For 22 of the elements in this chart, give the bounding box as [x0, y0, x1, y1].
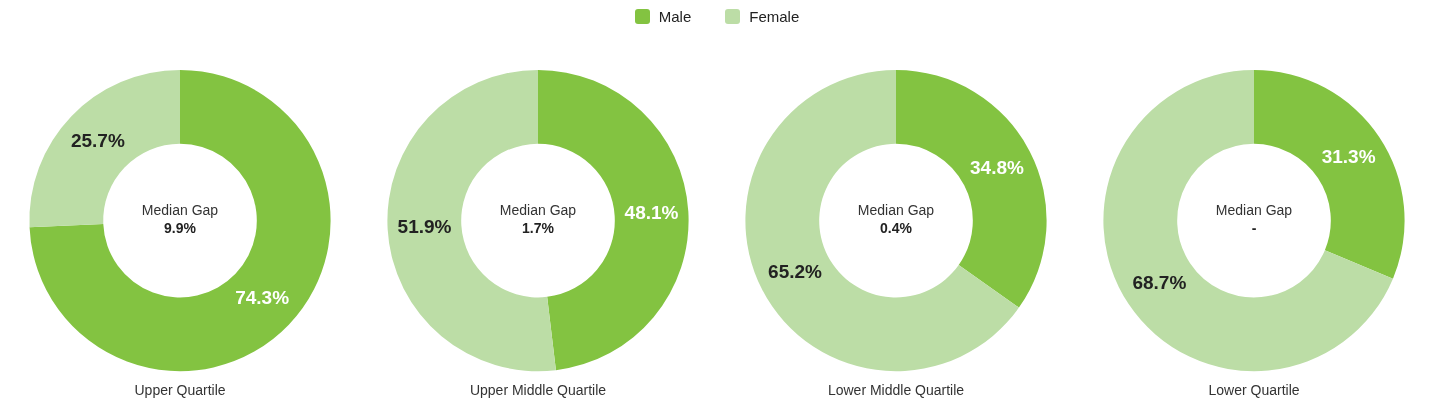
data-label: 68.7% [1132, 271, 1187, 293]
data-label: 74.3% [235, 287, 290, 309]
data-label: 25.7% [70, 130, 125, 152]
text: Upper Middle Quartile [469, 382, 607, 399]
data-label: 51.9% [397, 215, 452, 237]
text: 0.4% [880, 220, 913, 237]
text: 1.7% [522, 220, 555, 237]
text: Median Gap [857, 202, 935, 219]
data-label: 65.2% [768, 261, 823, 283]
text: Median Gap [1215, 202, 1293, 219]
legend-label: Female [749, 8, 800, 25]
text: - [1251, 220, 1257, 237]
text: Median Gap [141, 202, 219, 219]
text: Upper Quartile [134, 382, 226, 399]
text: Lower Quartile [1208, 382, 1300, 399]
data-label: 48.1% [624, 202, 679, 224]
text: Median Gap [499, 202, 577, 219]
legend-label: Male [658, 8, 692, 25]
data-label: 31.3% [1321, 145, 1376, 167]
text: Lower Middle Quartile [827, 382, 965, 399]
data-label: 34.8% [970, 156, 1025, 178]
text: 9.9% [164, 220, 197, 237]
